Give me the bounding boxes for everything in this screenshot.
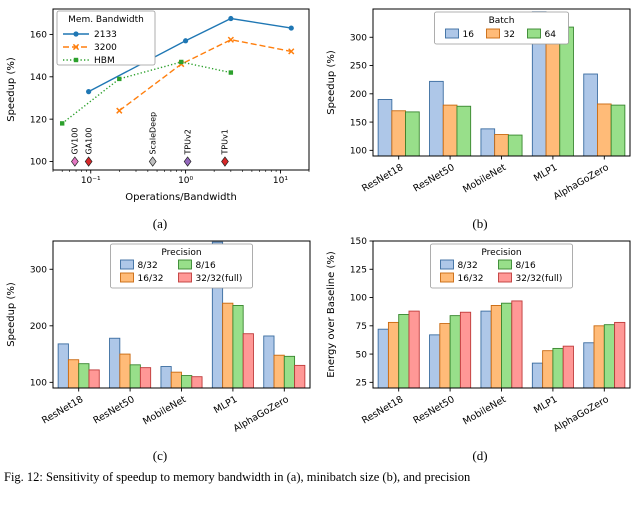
svg-text:10⁰: 10⁰	[178, 176, 193, 186]
svg-text:ResNet18: ResNet18	[360, 394, 405, 426]
svg-text:AlphaGoZero: AlphaGoZero	[552, 162, 611, 203]
svg-text:200: 200	[30, 322, 47, 332]
svg-text:300: 300	[30, 265, 47, 275]
svg-text:2133: 2133	[94, 30, 117, 40]
svg-text:8/16: 8/16	[516, 261, 536, 271]
svg-text:300: 300	[350, 33, 367, 43]
sublabel-b: (b)	[472, 216, 488, 231]
svg-text:AlphaGoZero: AlphaGoZero	[552, 394, 611, 435]
panel-b: 100 150 200 250 300 Speedup (%) ResNet18 ResNet…	[320, 2, 640, 234]
svg-text:Batch: Batch	[489, 16, 515, 26]
svg-text:3200: 3200	[94, 43, 117, 53]
svg-text:50: 50	[356, 350, 368, 360]
svg-text:10⁻¹: 10⁻¹	[81, 176, 101, 186]
chart-grid: 100 120 140 160 Speedup (%) 10⁻¹ 10⁰ 10¹ Operati…	[0, 2, 640, 466]
svg-text:TPUv1: TPUv1	[221, 129, 230, 155]
chart-a-line-speedup-vs-ops-bandwidth: 100 120 140 160 Speedup (%) 10⁻¹ 10⁰ 10¹ Operati…	[6, 8, 310, 203]
svg-text:16/32: 16/32	[138, 274, 164, 284]
svg-text:8/16: 8/16	[196, 261, 216, 271]
panel-c: 100 200 300 Speedup (%) ResNet18 ResNet50 Mobi…	[0, 234, 320, 466]
svg-text:100: 100	[30, 158, 47, 168]
svg-text:TPUv2: TPUv2	[183, 129, 192, 155]
svg-text:AlphaGoZero: AlphaGoZero	[232, 394, 291, 435]
svg-text:140: 140	[30, 73, 47, 83]
svg-text:Precision: Precision	[481, 248, 521, 258]
svg-text:ResNet18: ResNet18	[360, 162, 405, 194]
svg-text:MLP1: MLP1	[532, 162, 559, 184]
chart-c-bar-speedup-vs-precision: 100 200 300 Speedup (%) ResNet18 ResNet50 Mobi…	[6, 240, 311, 435]
svg-text:Speedup (%): Speedup (%)	[6, 282, 17, 347]
svg-text:MobileNet: MobileNet	[461, 394, 508, 428]
svg-text:Mem. Bandwidth: Mem. Bandwidth	[68, 15, 144, 25]
chart-d-bar-energy-vs-precision: 25 50 75 100 125 150 Energy over Baseline (%) R…	[326, 237, 631, 435]
sublabel-c: (c)	[152, 448, 168, 463]
svg-text:125: 125	[350, 265, 367, 275]
svg-text:75: 75	[356, 322, 367, 332]
svg-text:32/32(full): 32/32(full)	[516, 274, 563, 284]
svg-text:100: 100	[30, 379, 47, 389]
svg-text:Operations/Bandwidth: Operations/Bandwidth	[125, 192, 237, 203]
chart-b-bar-speedup-vs-batch: 100 150 200 250 300 Speedup (%) ResNet18 ResNet…	[326, 8, 631, 203]
svg-text:Speedup (%): Speedup (%)	[326, 50, 337, 115]
svg-text:32/32(full): 32/32(full)	[196, 274, 243, 284]
svg-text:Energy over Baseline (%): Energy over Baseline (%)	[326, 251, 337, 378]
svg-text:64: 64	[545, 30, 557, 40]
svg-text:8/32: 8/32	[138, 261, 158, 271]
svg-text:120: 120	[30, 115, 47, 125]
figure-caption: Fig. 12: Sensitivity of speedup to memor…	[4, 470, 471, 484]
svg-text:ResNet50: ResNet50	[411, 162, 456, 194]
svg-text:MLP1: MLP1	[212, 394, 239, 416]
svg-text:32: 32	[504, 30, 515, 40]
svg-text:160: 160	[30, 31, 47, 41]
svg-text:Precision: Precision	[161, 248, 201, 258]
svg-text:25: 25	[356, 379, 367, 389]
svg-text:GA100: GA100	[84, 128, 93, 155]
svg-text:16/32: 16/32	[458, 274, 484, 284]
svg-text:150: 150	[350, 237, 367, 247]
svg-text:ScaleDeep: ScaleDeep	[149, 112, 158, 155]
svg-text:ResNet18: ResNet18	[40, 394, 85, 426]
svg-text:HBM: HBM	[94, 56, 115, 66]
svg-text:150: 150	[350, 118, 367, 128]
panel-a: 100 120 140 160 Speedup (%) 10⁻¹ 10⁰ 10¹ Operati…	[0, 2, 320, 234]
svg-text:MLP1: MLP1	[532, 394, 559, 416]
svg-text:MobileNet: MobileNet	[461, 162, 508, 196]
sublabel-a: (a)	[152, 216, 168, 231]
svg-text:8/32: 8/32	[458, 261, 478, 271]
svg-text:ResNet50: ResNet50	[411, 394, 456, 426]
svg-text:100: 100	[350, 147, 367, 157]
svg-text:10¹: 10¹	[273, 176, 288, 186]
svg-text:250: 250	[350, 62, 367, 72]
svg-text:16: 16	[463, 30, 475, 40]
svg-text:ResNet50: ResNet50	[91, 394, 136, 426]
panel-d: 25 50 75 100 125 150 Energy over Baseline (%) R…	[320, 234, 640, 466]
svg-text:MobileNet: MobileNet	[141, 394, 188, 428]
svg-text:100: 100	[350, 294, 367, 304]
svg-text:GV100: GV100	[71, 128, 80, 155]
svg-text:Speedup (%): Speedup (%)	[6, 57, 17, 122]
sublabel-d: (d)	[472, 448, 488, 463]
svg-text:200: 200	[350, 90, 367, 100]
